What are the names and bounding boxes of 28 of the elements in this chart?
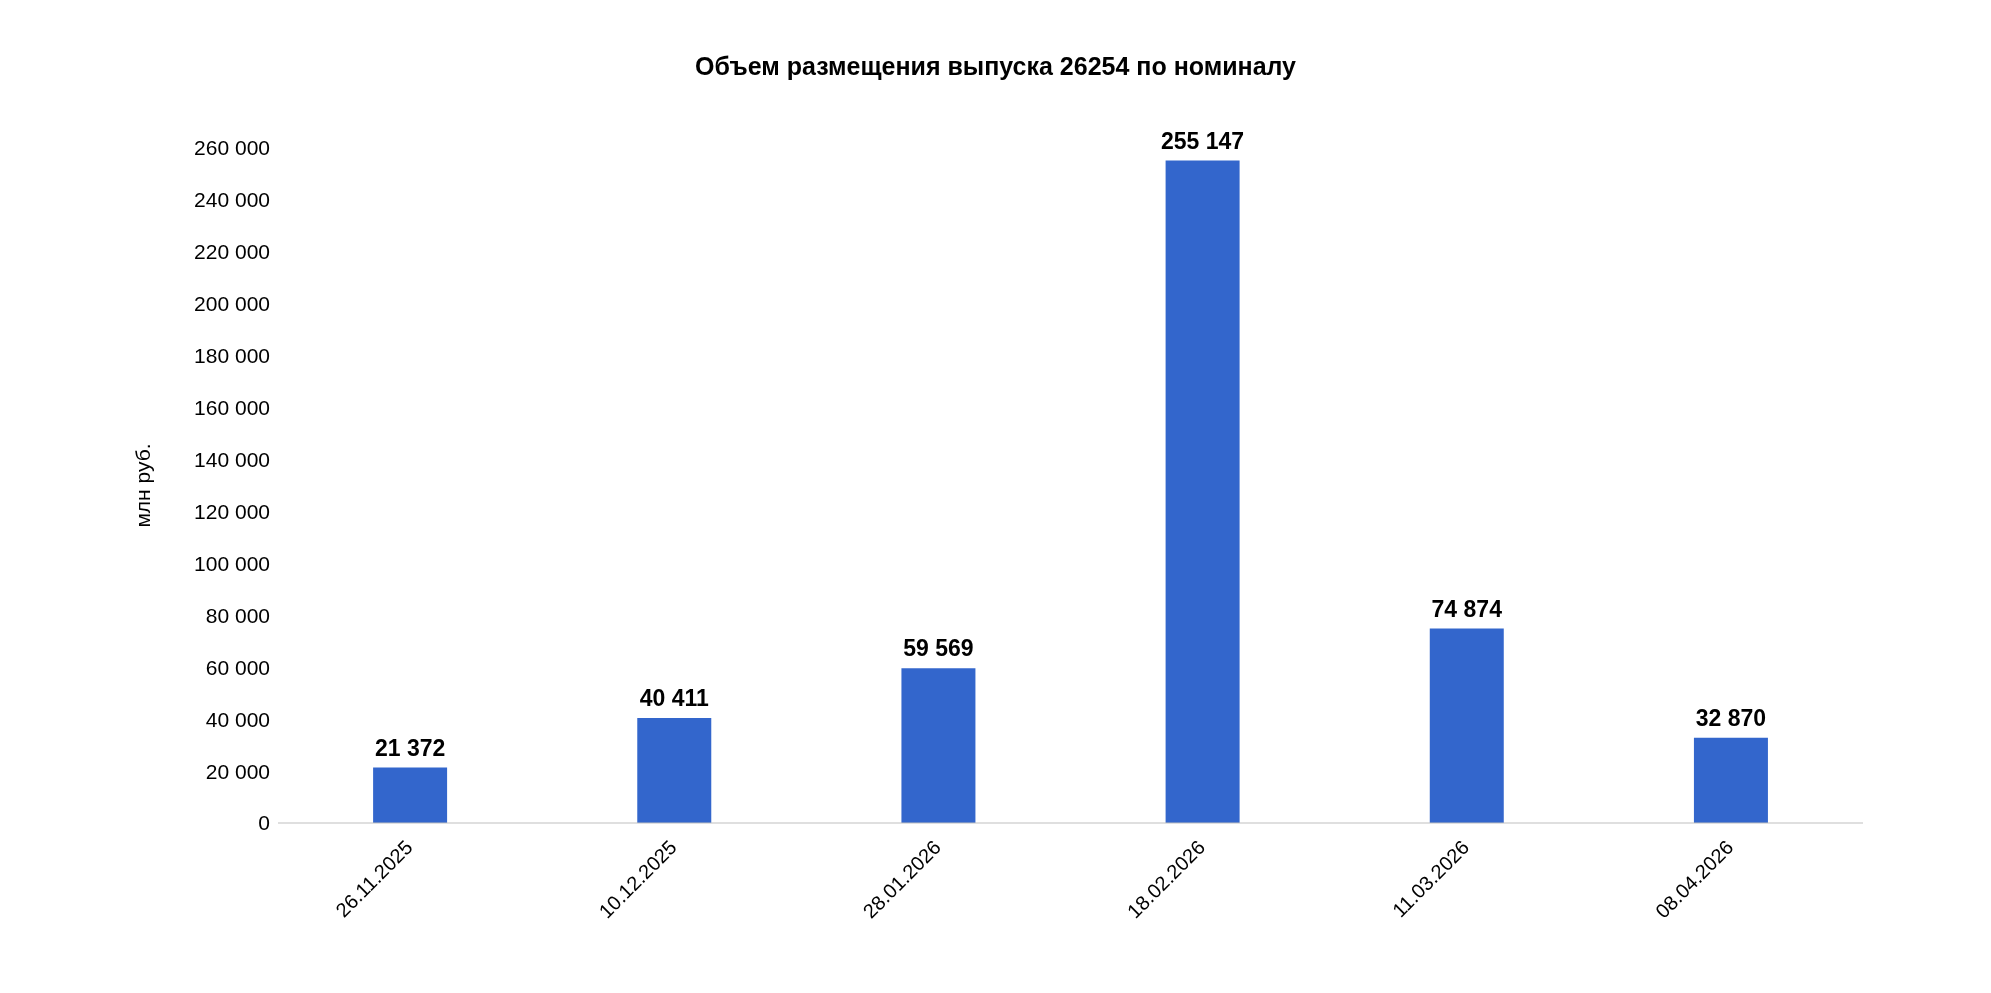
- data-label: 59 569: [903, 635, 974, 662]
- chart-title: Объем размещения выпуска 26254 по номиналу: [694, 52, 1297, 81]
- y-tick-label: 140 000: [194, 447, 270, 471]
- bar: [373, 767, 448, 823]
- y-tick-label: 80 000: [205, 603, 270, 627]
- y-tick-label: 60 000: [205, 655, 270, 679]
- bar: [637, 718, 712, 823]
- bar: [1429, 628, 1504, 823]
- y-tick-label: 0: [258, 811, 270, 835]
- data-label: 74 874: [1431, 595, 1503, 622]
- y-tick-label: 20 000: [205, 759, 270, 783]
- data-label: 32 870: [1695, 704, 1767, 731]
- y-tick-label: 260 000: [194, 136, 270, 160]
- data-label: 21 372: [374, 734, 446, 761]
- y-axis-title: млн руб.: [131, 443, 155, 528]
- bar: [901, 668, 976, 823]
- bar: [1165, 160, 1240, 823]
- y-tick-label: 40 000: [205, 707, 270, 731]
- y-tick-label: 120 000: [194, 499, 270, 523]
- y-tick-label: 200 000: [194, 292, 270, 316]
- y-tick-label: 160 000: [194, 396, 270, 420]
- y-tick-label: 220 000: [194, 240, 270, 264]
- data-label: 40 411: [639, 685, 710, 712]
- bar: [1693, 737, 1768, 823]
- data-label: 255 147: [1161, 127, 1245, 154]
- y-tick-label: 100 000: [194, 551, 270, 575]
- y-tick-label: 180 000: [194, 344, 270, 368]
- y-tick-label: 240 000: [194, 188, 270, 212]
